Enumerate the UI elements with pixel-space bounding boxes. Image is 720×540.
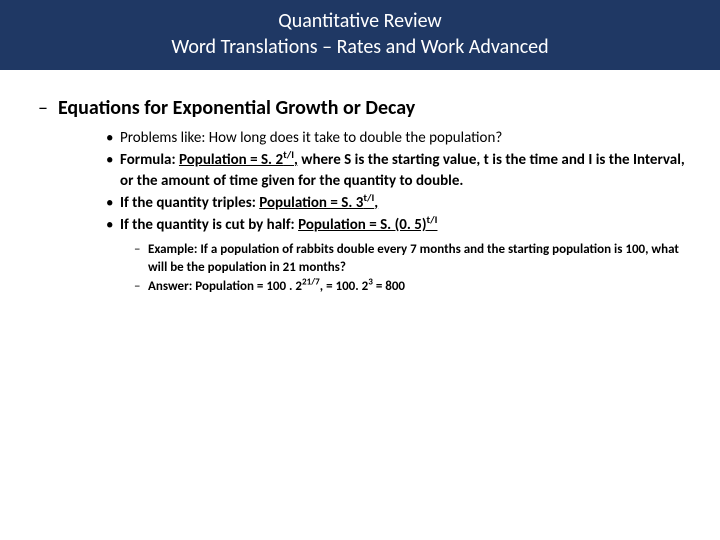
formula-base: Population = S. (0. 5) bbox=[298, 216, 426, 234]
answer-pre: Answer: Population = 100 . 2 bbox=[148, 279, 302, 294]
header-line-1: Quantitative Review bbox=[0, 8, 720, 34]
formula-exponent: t/I bbox=[427, 213, 438, 226]
sub-marker: – bbox=[134, 241, 148, 276]
formula-base: Population = S. 2 bbox=[179, 151, 283, 169]
sub-marker: – bbox=[134, 278, 148, 296]
slide-content: – Equations for Exponential Growth or De… bbox=[0, 70, 720, 296]
formula-comma: , bbox=[374, 194, 378, 212]
formula-base: Population = S. 3 bbox=[259, 194, 363, 212]
bullet-pre: If the quantity triples: bbox=[120, 194, 259, 212]
formula-exponent: t/I bbox=[283, 148, 294, 161]
bullet-marker: • bbox=[106, 128, 120, 148]
sub-text: Example: If a population of rabbits doub… bbox=[148, 241, 690, 276]
bullet-pre: Formula: bbox=[120, 151, 179, 169]
sub-list: – Example: If a population of rabbits do… bbox=[134, 241, 690, 296]
formula-exponent: t/I bbox=[363, 191, 374, 204]
bullet-text: Formula: Population = S. 2t/I, where S i… bbox=[120, 150, 690, 191]
section-heading-row: – Equations for Exponential Growth or De… bbox=[38, 96, 690, 120]
sub-item: – Example: If a population of rabbits do… bbox=[134, 241, 690, 276]
bullet-marker: • bbox=[106, 215, 120, 235]
answer-end: = 800 bbox=[373, 279, 405, 294]
sub-text: Answer: Population = 100 . 221/7, = 100.… bbox=[148, 278, 405, 296]
bullet-item: • Formula: Population = S. 2t/I, where S… bbox=[106, 150, 690, 191]
answer-exp1: 21/7 bbox=[302, 277, 320, 288]
sub-item: – Answer: Population = 100 . 221/7, = 10… bbox=[134, 278, 690, 296]
bullet-marker: • bbox=[106, 193, 120, 213]
bullet-item: • If the quantity is cut by half: Popula… bbox=[106, 215, 690, 235]
bullet-text: If the quantity triples: Population = S.… bbox=[120, 193, 378, 213]
bullet-list: • Problems like: How long does it take t… bbox=[106, 128, 690, 296]
bullet-item: • If the quantity triples: Population = … bbox=[106, 193, 690, 213]
bullet-text: If the quantity is cut by half: Populati… bbox=[120, 215, 437, 235]
bullet-pre: If the quantity is cut by half: bbox=[120, 216, 298, 234]
header-line-2: Word Translations – Rates and Work Advan… bbox=[0, 34, 720, 60]
answer-mid: , = 100. 2 bbox=[320, 279, 368, 294]
section-title: Equations for Exponential Growth or Deca… bbox=[58, 96, 415, 120]
bullet-text: Problems like: How long does it take to … bbox=[120, 128, 502, 148]
bullet-item: • Problems like: How long does it take t… bbox=[106, 128, 690, 148]
section-dash: – bbox=[38, 96, 48, 120]
slide-header: Quantitative Review Word Translations – … bbox=[0, 0, 720, 70]
bullet-marker: • bbox=[106, 150, 120, 191]
